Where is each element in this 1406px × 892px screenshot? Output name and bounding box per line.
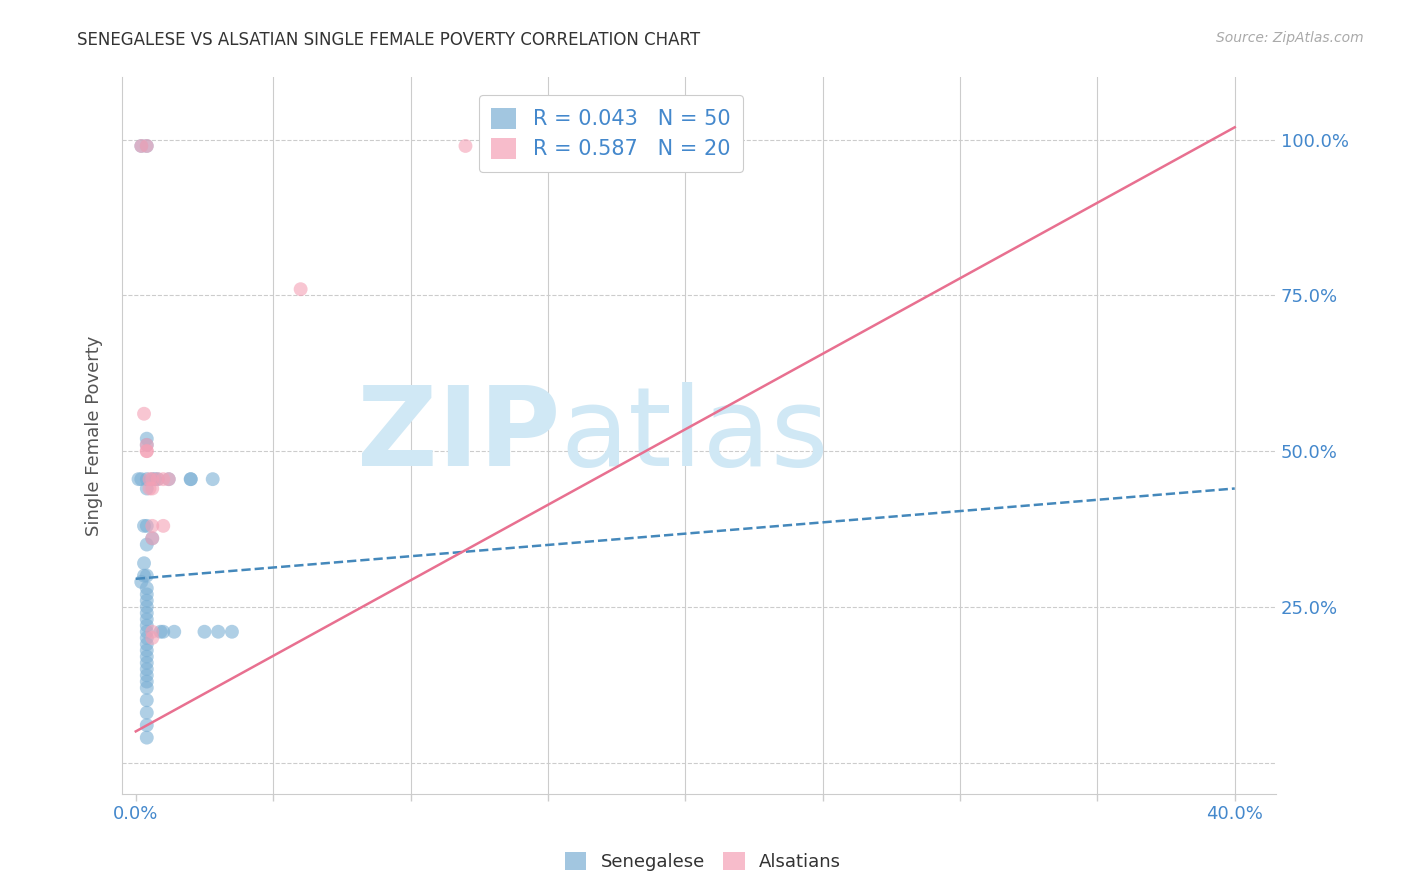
Point xyxy=(143,472,166,486)
Point xyxy=(135,438,157,452)
Point xyxy=(129,139,152,153)
Point xyxy=(135,718,157,732)
Point xyxy=(135,519,157,533)
Text: SENEGALESE VS ALSATIAN SINGLE FEMALE POVERTY CORRELATION CHART: SENEGALESE VS ALSATIAN SINGLE FEMALE POV… xyxy=(77,31,700,49)
Point xyxy=(135,139,157,153)
Point xyxy=(135,612,157,626)
Point xyxy=(135,444,157,458)
Y-axis label: Single Female Poverty: Single Female Poverty xyxy=(86,335,103,536)
Point xyxy=(135,593,157,607)
Point xyxy=(129,139,152,153)
Point xyxy=(135,668,157,682)
Point xyxy=(135,637,157,651)
Point xyxy=(135,681,157,695)
Point xyxy=(141,472,163,486)
Point xyxy=(180,472,202,486)
Point xyxy=(135,444,157,458)
Point xyxy=(180,472,202,486)
Point xyxy=(141,531,163,545)
Point xyxy=(129,472,152,486)
Point xyxy=(135,587,157,601)
Point xyxy=(146,472,169,486)
Point xyxy=(132,556,155,570)
Point xyxy=(138,482,160,496)
Point xyxy=(141,482,163,496)
Point xyxy=(141,624,163,639)
Point xyxy=(138,472,160,486)
Point xyxy=(207,624,229,639)
Point xyxy=(132,407,155,421)
Point xyxy=(132,568,155,582)
Point xyxy=(152,624,174,639)
Point xyxy=(135,624,157,639)
Point xyxy=(135,438,157,452)
Text: ZIP: ZIP xyxy=(357,382,561,489)
Point xyxy=(163,624,186,639)
Point xyxy=(146,472,169,486)
Point xyxy=(135,599,157,614)
Point xyxy=(129,574,152,589)
Point xyxy=(135,731,157,745)
Point xyxy=(128,472,150,486)
Point xyxy=(135,662,157,676)
Point xyxy=(135,432,157,446)
Point xyxy=(149,624,172,639)
Point xyxy=(132,519,155,533)
Text: Source: ZipAtlas.com: Source: ZipAtlas.com xyxy=(1216,31,1364,45)
Point xyxy=(157,472,180,486)
Point xyxy=(135,618,157,632)
Point xyxy=(290,282,312,296)
Point xyxy=(193,624,215,639)
Point xyxy=(201,472,224,486)
Point xyxy=(135,606,157,620)
Point xyxy=(141,472,163,486)
Text: atlas: atlas xyxy=(561,382,830,489)
Point xyxy=(135,568,157,582)
Point xyxy=(135,643,157,657)
Point xyxy=(221,624,243,639)
Point xyxy=(135,139,157,153)
Point xyxy=(135,472,157,486)
Point xyxy=(141,531,163,545)
Point xyxy=(135,581,157,595)
Point xyxy=(135,674,157,689)
Point xyxy=(135,537,157,551)
Point xyxy=(135,649,157,664)
Point xyxy=(152,519,174,533)
Point xyxy=(135,693,157,707)
Point xyxy=(135,631,157,645)
Point xyxy=(135,706,157,720)
Point xyxy=(157,472,180,486)
Point xyxy=(152,472,174,486)
Legend: Senegalese, Alsatians: Senegalese, Alsatians xyxy=(558,845,848,879)
Point xyxy=(135,656,157,670)
Point xyxy=(141,519,163,533)
Point xyxy=(135,482,157,496)
Legend: R = 0.043   N = 50, R = 0.587   N = 20: R = 0.043 N = 50, R = 0.587 N = 20 xyxy=(478,95,742,172)
Point xyxy=(141,631,163,645)
Point xyxy=(454,139,477,153)
